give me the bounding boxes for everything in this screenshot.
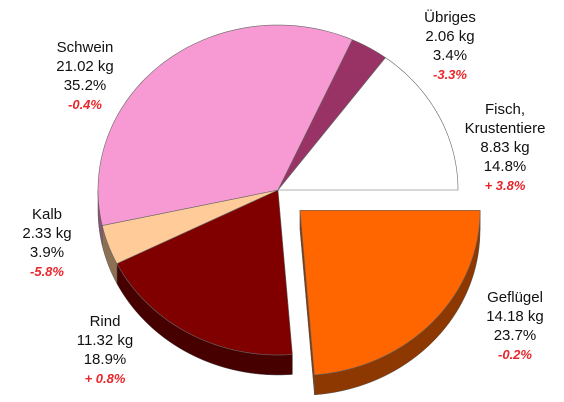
value-label: 14.8% xyxy=(483,158,527,175)
value-label: 18.9% xyxy=(83,351,127,368)
slice-label: Kalb 2.33 kg 3.9% -5.8% xyxy=(0,205,103,281)
change-label: + 0.8% xyxy=(84,371,126,386)
weight-label: 21.02 kg xyxy=(56,58,114,75)
weight-label: 11.32 kg xyxy=(76,332,134,349)
slice-label: Schwein 21.02 kg 35.2% -0.4% xyxy=(29,38,141,114)
slice-label: Geflügel 14.18 kg 23.7% -0.2% xyxy=(459,288,564,364)
change-label: -0.2% xyxy=(498,347,532,362)
slice-group xyxy=(101,189,279,284)
weight-label: 14.18 kg xyxy=(486,308,544,325)
change-label: -0.4% xyxy=(68,97,102,112)
slice-label: Übriges 2.06 kg 3.4% -3.3% xyxy=(394,8,506,84)
slice xyxy=(277,57,459,191)
slice xyxy=(101,189,279,264)
category-label: Kalb xyxy=(31,206,63,223)
change-label: + 3.8% xyxy=(484,178,526,193)
value-label: 3.9% xyxy=(29,244,65,261)
category-label: Fisch, Krustentiere xyxy=(464,101,546,137)
weight-label: 2.33 kg xyxy=(22,225,72,242)
value-label: 35.2% xyxy=(63,77,107,94)
slice xyxy=(97,24,353,226)
slice-label: Fisch, Krustentiere 8.83 kg 14.8% + 3.8% xyxy=(449,100,561,195)
category-label: Geflügel xyxy=(487,289,543,306)
value-label: 23.7% xyxy=(493,327,537,344)
slice xyxy=(277,39,386,191)
change-label: -3.3% xyxy=(433,67,467,82)
slice xyxy=(116,189,293,356)
category-label: Rind xyxy=(89,313,121,330)
category-label: Schwein xyxy=(56,39,114,56)
slice xyxy=(299,210,481,376)
slice-label: Rind 11.32 kg 18.9% + 0.8% xyxy=(49,312,161,388)
slice-group xyxy=(277,39,386,191)
category-label: Übriges xyxy=(424,9,476,26)
weight-label: 2.06 kg xyxy=(425,28,475,45)
slice-group xyxy=(97,24,353,246)
slice-group xyxy=(299,210,481,396)
change-label: -5.8% xyxy=(30,264,64,279)
value-label: 3.4% xyxy=(432,47,468,64)
slice-group xyxy=(116,189,293,376)
slice-group xyxy=(277,57,459,191)
weight-label: 8.83 kg xyxy=(480,139,530,156)
